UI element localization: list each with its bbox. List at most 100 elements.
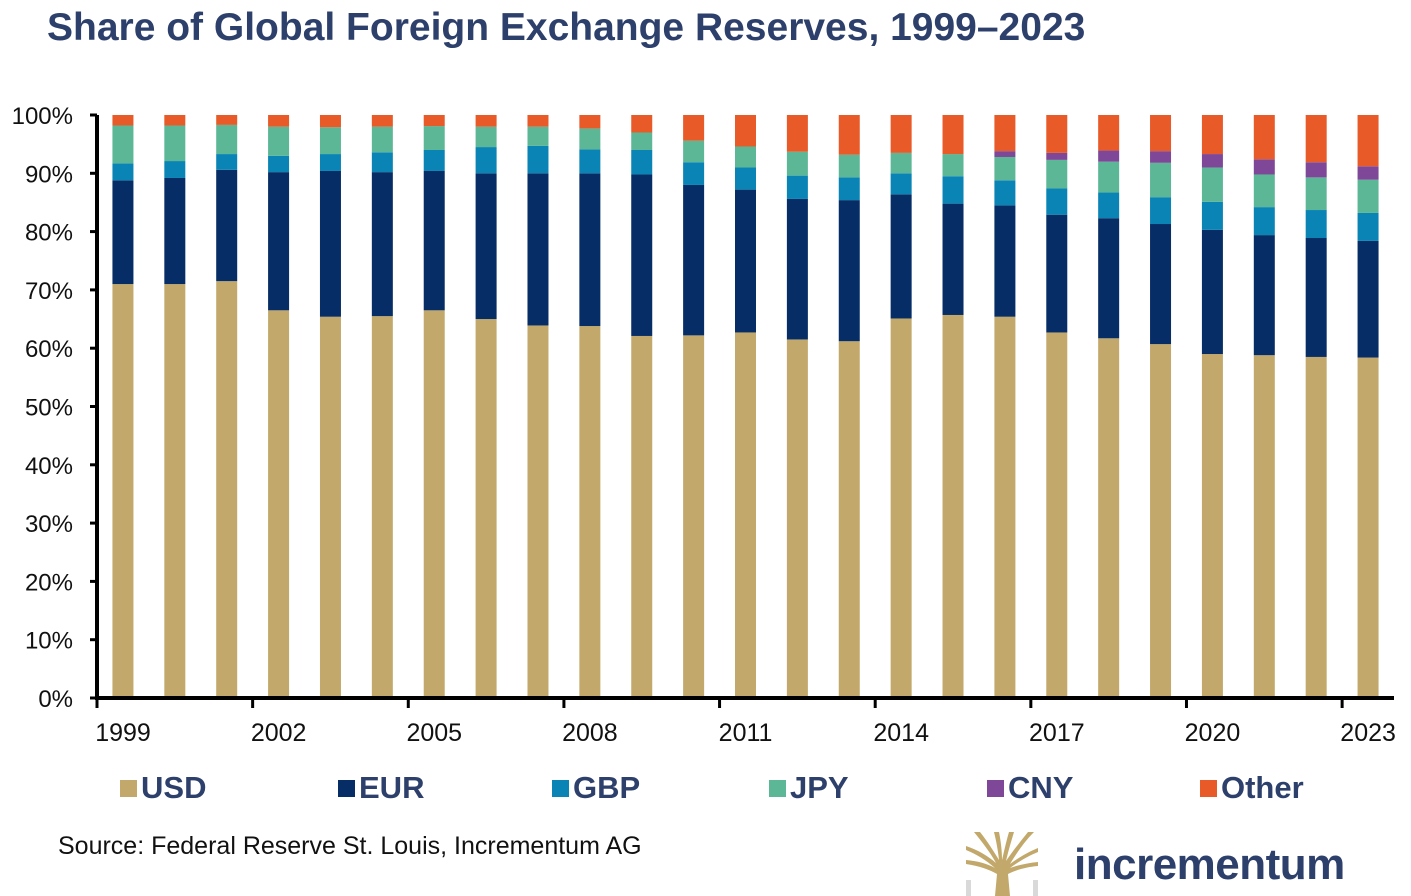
legend-item-cny: CNY bbox=[987, 770, 1073, 806]
bar-other-2013 bbox=[838, 115, 860, 155]
y-tick-label: 60% bbox=[25, 336, 73, 363]
bar-jpy-2004 bbox=[371, 126, 393, 153]
bar-stack-2005 bbox=[423, 115, 445, 698]
bar-usd-2002 bbox=[268, 310, 290, 698]
y-axis: 0% 10% 20% 30% 40% 50% 60% 70% 80% 90% 100% bbox=[12, 103, 99, 713]
y-tick-label: 10% bbox=[25, 628, 73, 655]
bar-jpy-2019 bbox=[1150, 162, 1172, 198]
bar-cny-2017 bbox=[1046, 152, 1068, 160]
bar-stack-2010 bbox=[683, 115, 705, 698]
bar-usd-2013 bbox=[838, 341, 860, 698]
bar-other-2019 bbox=[1150, 115, 1172, 152]
bar-gbp-2018 bbox=[1098, 192, 1120, 219]
bar-eur-1999 bbox=[112, 180, 134, 285]
bar-other-2002 bbox=[268, 115, 290, 127]
legend-swatch bbox=[987, 779, 1004, 797]
bar-other-2015 bbox=[942, 115, 964, 155]
bar-gbp-2006 bbox=[475, 147, 497, 174]
bar-other-2018 bbox=[1098, 115, 1120, 151]
bar-jpy-2010 bbox=[683, 140, 705, 163]
bar-gbp-2011 bbox=[735, 167, 756, 190]
bar-jpy-2001 bbox=[216, 124, 238, 155]
bar-other-2006 bbox=[475, 115, 497, 127]
legend-swatch bbox=[1200, 779, 1217, 797]
bar-eur-2014 bbox=[890, 194, 912, 319]
bar-eur-2023 bbox=[1357, 240, 1379, 358]
bar-gbp-2010 bbox=[683, 162, 705, 185]
bar-usd-2023 bbox=[1357, 357, 1379, 698]
bar-stack-2014 bbox=[890, 115, 912, 698]
bar-eur-2020 bbox=[1201, 229, 1223, 355]
bar-eur-2007 bbox=[527, 173, 549, 326]
bar-gbp-1999 bbox=[112, 163, 134, 181]
bar-eur-2011 bbox=[735, 189, 756, 333]
bar-cny-2022 bbox=[1305, 162, 1327, 178]
bar-jpy-1999 bbox=[112, 125, 134, 164]
x-tick-label: 2008 bbox=[562, 719, 618, 747]
bar-stack-1999 bbox=[112, 115, 134, 698]
bar-jpy-2023 bbox=[1357, 179, 1379, 213]
bar-jpy-2005 bbox=[423, 126, 445, 150]
bar-other-2022 bbox=[1305, 115, 1327, 163]
bar-other-2021 bbox=[1253, 115, 1275, 160]
bar-eur-2016 bbox=[994, 205, 1016, 317]
bar-usd-2012 bbox=[786, 339, 808, 698]
legend-label: EUR bbox=[359, 770, 425, 805]
bar-other-2005 bbox=[423, 115, 445, 127]
legend-item-eur: EUR bbox=[338, 770, 424, 806]
bar-usd-2008 bbox=[579, 326, 601, 698]
y-tick-label: 40% bbox=[25, 453, 73, 480]
bar-stack-2006 bbox=[475, 115, 497, 698]
bar-stack-2009 bbox=[631, 115, 653, 698]
legend-swatch bbox=[120, 779, 137, 797]
legend-swatch bbox=[338, 779, 355, 797]
bar-usd-2020 bbox=[1201, 354, 1223, 698]
x-tick-label: 2014 bbox=[873, 719, 929, 747]
legend-item-other: Other bbox=[1200, 770, 1304, 806]
bar-stack-2001 bbox=[216, 115, 238, 698]
bar-other-2004 bbox=[371, 115, 393, 127]
bar-other-2007 bbox=[527, 115, 549, 127]
tree-logo-icon bbox=[962, 830, 1042, 896]
bar-jpy-2016 bbox=[994, 156, 1016, 181]
y-tick-label: 100% bbox=[12, 103, 73, 130]
bar-stack-2008 bbox=[579, 115, 601, 698]
bar-stack-2011 bbox=[735, 115, 756, 698]
bar-jpy-2021 bbox=[1253, 174, 1275, 208]
bar-gbp-2009 bbox=[631, 149, 653, 175]
bar-jpy-2020 bbox=[1201, 167, 1223, 202]
bar-eur-2005 bbox=[423, 170, 445, 311]
bar-usd-2004 bbox=[371, 316, 393, 698]
bar-stack-2022 bbox=[1305, 115, 1327, 698]
bar-gbp-2014 bbox=[890, 173, 912, 195]
bar-other-2008 bbox=[579, 115, 601, 129]
x-tick-label: 2005 bbox=[406, 719, 462, 747]
bar-gbp-2016 bbox=[994, 180, 1016, 206]
legend-label: Other bbox=[1221, 770, 1304, 805]
bar-gbp-2017 bbox=[1046, 188, 1068, 215]
bar-stack-2020 bbox=[1201, 115, 1223, 698]
bar-stack-2023 bbox=[1357, 115, 1379, 698]
bar-usd-2014 bbox=[890, 318, 912, 698]
bar-eur-2004 bbox=[371, 172, 393, 317]
y-tick-label: 0% bbox=[38, 686, 73, 713]
bar-usd-2017 bbox=[1046, 332, 1068, 698]
bar-stack-2017 bbox=[1046, 115, 1068, 698]
chart-title: Share of Global Foreign Exchange Reserve… bbox=[47, 6, 1086, 49]
logo-wordmark: incrementum bbox=[1074, 840, 1345, 889]
bar-gbp-2000 bbox=[164, 161, 186, 178]
bar-gbp-2021 bbox=[1253, 207, 1275, 236]
bar-eur-2015 bbox=[942, 203, 964, 315]
bar-stack-2012 bbox=[786, 115, 808, 698]
bar-eur-2018 bbox=[1098, 218, 1120, 339]
bar-stack-2015 bbox=[942, 115, 964, 698]
bar-eur-2000 bbox=[164, 177, 186, 285]
legend: USD EUR GBP JPY CNY Other bbox=[0, 770, 1411, 814]
bar-gbp-2002 bbox=[268, 155, 290, 173]
bar-jpy-2012 bbox=[786, 151, 808, 176]
incrementum-logo: incrementum bbox=[962, 830, 1382, 896]
bar-eur-2021 bbox=[1253, 235, 1275, 356]
bar-usd-2010 bbox=[683, 335, 705, 698]
bar-other-2010 bbox=[683, 115, 705, 141]
bar-gbp-2020 bbox=[1201, 201, 1223, 230]
